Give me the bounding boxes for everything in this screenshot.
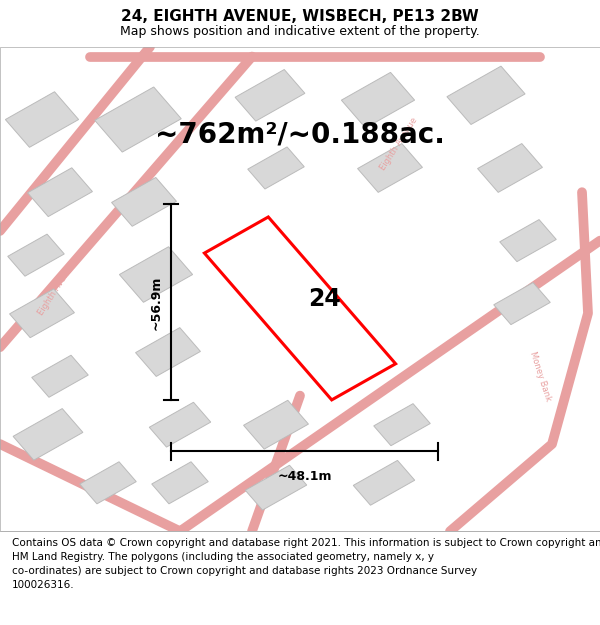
Polygon shape [10, 289, 74, 338]
Polygon shape [149, 402, 211, 447]
Polygon shape [494, 282, 550, 324]
Polygon shape [8, 234, 64, 276]
Polygon shape [248, 147, 304, 189]
Polygon shape [205, 217, 395, 400]
Polygon shape [13, 409, 83, 460]
Polygon shape [500, 219, 556, 262]
Text: Map shows position and indicative extent of the property.: Map shows position and indicative extent… [120, 24, 480, 38]
Text: ~48.1m: ~48.1m [277, 470, 332, 482]
Polygon shape [244, 400, 308, 449]
Text: Contains OS data © Crown copyright and database right 2021. This information is : Contains OS data © Crown copyright and d… [12, 538, 600, 590]
Polygon shape [235, 69, 305, 121]
Polygon shape [152, 462, 208, 504]
Polygon shape [112, 177, 176, 226]
Polygon shape [353, 461, 415, 505]
Polygon shape [245, 465, 307, 510]
Polygon shape [358, 144, 422, 192]
Polygon shape [341, 72, 415, 128]
Polygon shape [136, 328, 200, 376]
Text: ~56.9m: ~56.9m [149, 275, 163, 329]
Polygon shape [478, 144, 542, 192]
Polygon shape [5, 92, 79, 148]
Text: Eighth Avenue: Eighth Avenue [36, 261, 77, 317]
Polygon shape [80, 462, 136, 504]
Text: 24: 24 [308, 287, 340, 311]
Polygon shape [374, 404, 430, 446]
Polygon shape [95, 87, 181, 152]
Text: Eighth Avenue: Eighth Avenue [378, 116, 419, 172]
Text: ~762m²/~0.188ac.: ~762m²/~0.188ac. [155, 120, 445, 148]
Text: Money Bank: Money Bank [528, 350, 552, 403]
Polygon shape [447, 66, 525, 124]
Text: 24, EIGHTH AVENUE, WISBECH, PE13 2BW: 24, EIGHTH AVENUE, WISBECH, PE13 2BW [121, 9, 479, 24]
Polygon shape [32, 355, 88, 398]
Polygon shape [28, 168, 92, 217]
Polygon shape [119, 247, 193, 302]
